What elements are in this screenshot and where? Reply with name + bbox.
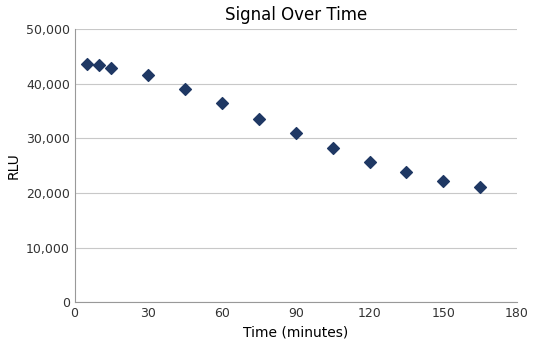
Point bbox=[439, 178, 448, 184]
Point bbox=[365, 159, 374, 165]
Point bbox=[83, 62, 91, 67]
Point bbox=[292, 130, 300, 136]
X-axis label: Time (minutes): Time (minutes) bbox=[243, 326, 349, 340]
Point bbox=[95, 63, 103, 68]
Point bbox=[218, 100, 227, 105]
Point bbox=[328, 145, 337, 151]
Point bbox=[476, 185, 484, 190]
Title: Signal Over Time: Signal Over Time bbox=[225, 6, 367, 24]
Point bbox=[255, 116, 263, 122]
Point bbox=[144, 72, 152, 78]
Point bbox=[107, 65, 116, 71]
Point bbox=[402, 169, 411, 175]
Point bbox=[181, 86, 190, 92]
Y-axis label: RLU: RLU bbox=[6, 152, 20, 179]
